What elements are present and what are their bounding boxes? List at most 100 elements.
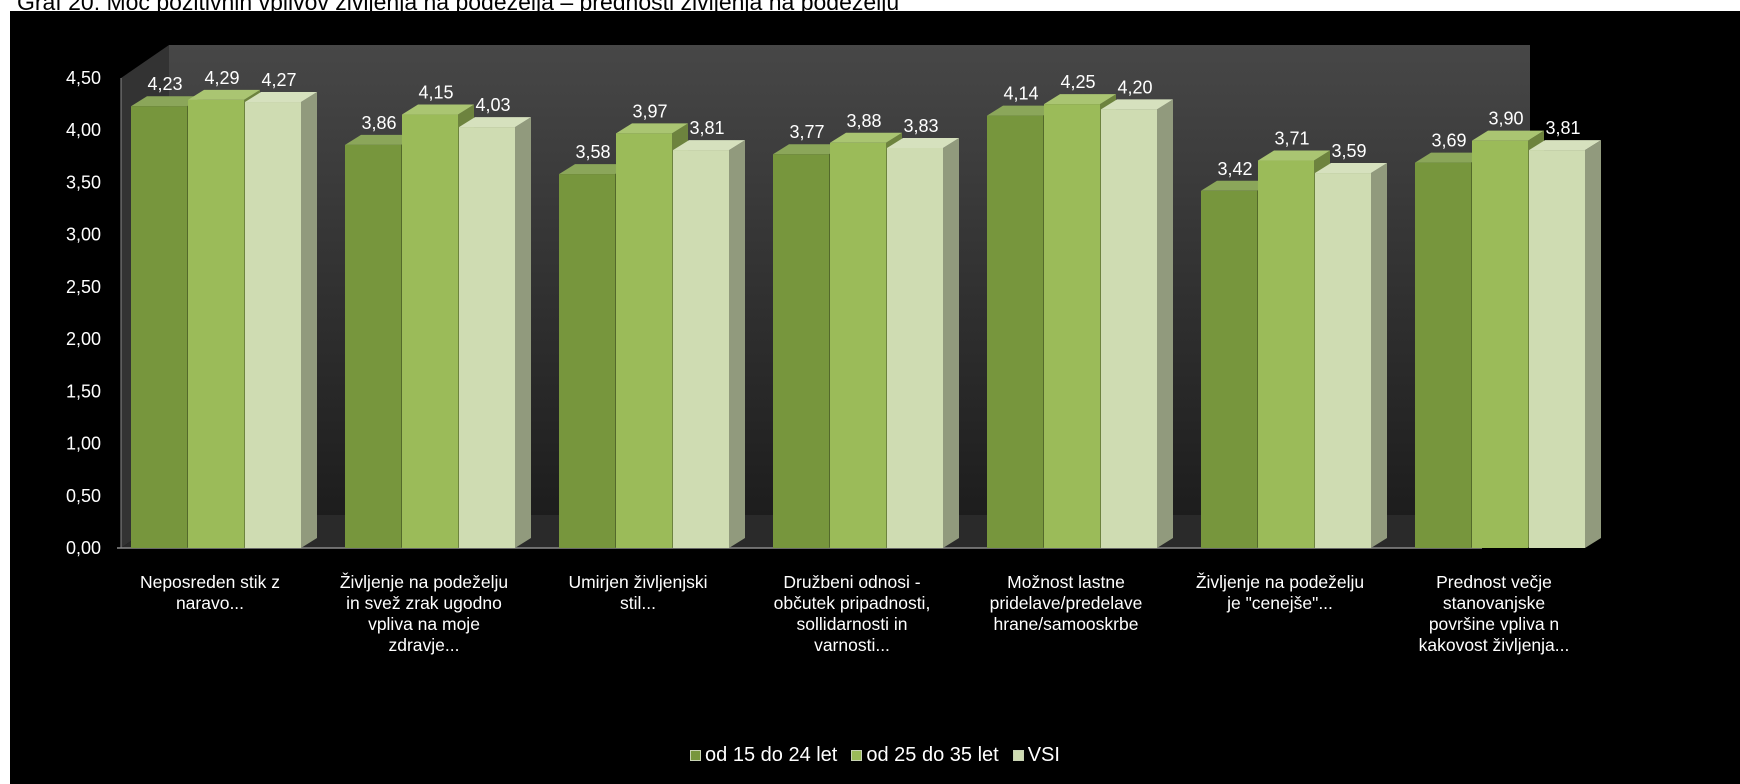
x-category-label-line: Neposreden stik z [140,572,280,592]
x-category-label-line: vpliva na moje [368,614,480,634]
bar-chart: 0,00 0,50 1,00 1,50 2,00 2,50 3,00 3,50 4,00 4,50… [66,45,1601,655]
data-label: 4,23 [147,74,182,94]
bar-side [1157,99,1173,548]
y-tick-label: 0,00 [66,538,101,558]
x-category-label-line: površine vpliva n [1429,614,1559,634]
bar [245,102,301,549]
bar [1529,150,1585,549]
data-label: 3,81 [1545,118,1580,138]
legend-item: od 15 do 24 let [690,744,837,767]
bar-top [616,123,688,134]
x-category-label-line: Življenje na podeželju [1196,572,1364,592]
x-category-label-line: je "cenejše"... [1226,593,1333,613]
data-label: 3,59 [1331,141,1366,161]
bar-top [459,117,531,128]
bar-top [1258,150,1330,161]
bar [673,150,729,549]
data-label: 3,77 [789,122,824,142]
bar [131,106,187,548]
bar-top [1529,140,1601,151]
bar [1415,162,1471,548]
x-category-label-line: naravo... [176,593,244,613]
y-tick-label: 3,50 [66,172,101,192]
bar [830,142,886,548]
x-category-label-line: Družbeni odnosi - [783,572,920,592]
data-label: 3,71 [1274,129,1309,149]
legend-label: VSI [1027,744,1060,766]
y-tick-label: 1,50 [66,381,101,401]
x-category-label-line: varnosti... [814,635,890,655]
x-category-label: Življenje na podeželju je "cenejše"... [1196,572,1364,613]
legend-label: od 25 do 35 let [866,744,999,766]
x-category-label-line: sollidarnosti in [797,614,908,634]
x-category-label: Prednost večje stanovanjske površine vpliv… [1419,572,1570,655]
bar [1044,104,1100,548]
legend-label: od 15 do 24 let [705,744,838,766]
bar [459,127,515,548]
x-category-label-line: kakovost življenja... [1419,635,1570,655]
y-tick-label: 1,00 [66,434,101,454]
bar-top [673,140,745,151]
bar-top [1415,152,1487,163]
data-label: 3,81 [689,118,724,138]
page-title: Graf 20: Moč pozitivnih vplivov življenj… [17,0,900,15]
x-category-label-line: Prednost večje [1436,572,1552,592]
bar [1315,173,1371,549]
bar [402,114,458,549]
bar-side [1585,140,1601,549]
bar-top [830,132,902,143]
x-category-label: Družbeni odnosi -občutek pripadnosti, sol… [774,572,931,655]
bar [1258,160,1314,548]
bar [773,154,829,548]
x-category-label: Neposreden stik z naravo... [140,572,280,613]
x-category-label-line: Možnost lastne [1007,572,1125,592]
bar-top [773,144,845,155]
bar-top [402,104,474,115]
x-category-label-line: stil... [620,593,656,613]
y-tick-label: 0,50 [66,486,101,506]
chart-area: 0,00 0,50 1,00 1,50 2,00 2,50 3,00 3,50 4,00 4,50… [10,11,1740,784]
x-category-label: Možnost lastne pridelave/predelave hrane/s… [990,572,1143,634]
bar [345,144,401,548]
data-label: 3,58 [575,142,610,162]
bar [1101,109,1157,548]
x-category-label-line: Umirjen življenjski [568,572,707,592]
bar [887,147,943,548]
x-category-label-line: pridelave/predelave [990,593,1143,613]
data-label: 3,69 [1431,131,1466,151]
data-label: 4,14 [1003,84,1038,104]
chart-legend: od 15 do 24 let od 25 do 35 let VSI [10,744,1740,767]
bar-top [188,89,260,100]
bar [188,99,244,548]
bar [616,133,672,548]
legend-swatch [851,750,863,761]
bar-top [345,134,417,145]
data-label: 4,15 [418,83,453,103]
legend-swatch [1012,750,1024,761]
y-tick-label: 2,50 [66,277,101,297]
bar-top [559,164,631,175]
bar [987,115,1043,548]
y-tick-label: 4,00 [66,120,101,140]
bar-top [245,92,317,103]
bar [559,174,615,549]
legend-item: od 25 do 35 let [851,744,999,767]
bar-top [887,137,959,148]
data-label: 3,86 [361,113,396,133]
data-label: 3,83 [903,116,938,136]
y-tick-label: 4,50 [66,68,101,88]
x-category-label: Umirjen življenjski stil... [568,572,707,613]
y-tick-label: 3,00 [66,225,101,245]
data-label: 4,20 [1117,77,1152,97]
bar-top [131,96,203,107]
x-category-label-line: občutek pripadnosti, [774,593,931,613]
x-category-label-line: in svež zrak ugodno [346,593,502,613]
data-label: 4,03 [475,95,510,115]
x-category-label: Življenje na podeželju in svež zrak ugodn… [340,572,508,655]
bar-side [301,92,317,549]
data-label: 4,27 [261,70,296,90]
bar-top [1315,163,1387,174]
legend-item: VSI [1012,744,1060,767]
legend-swatch [690,750,702,761]
data-label: 3,97 [632,101,667,121]
